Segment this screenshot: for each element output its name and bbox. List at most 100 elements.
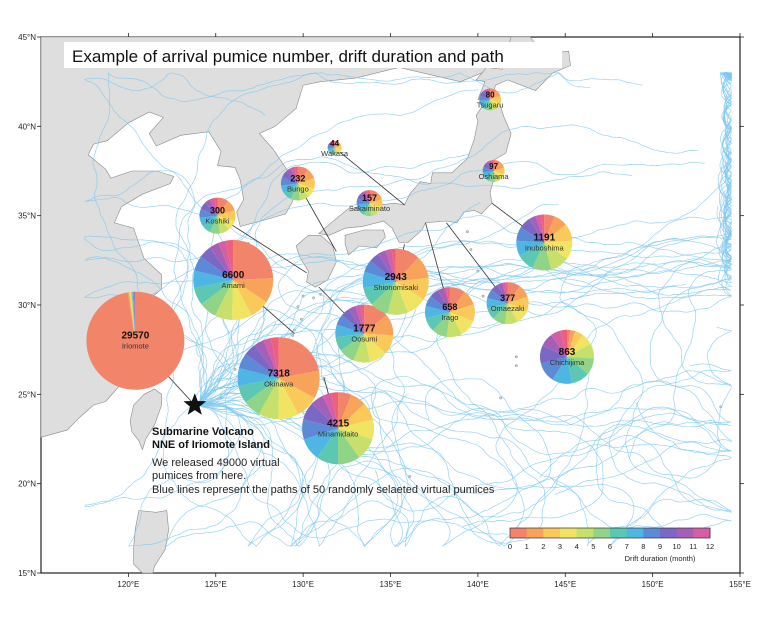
lon-label: 130°E <box>292 580 314 589</box>
colorbar-segment <box>510 528 527 538</box>
pie-location-name: Bungo <box>287 185 309 194</box>
pie-count: 80 <box>486 91 495 100</box>
pie-location-name: Iriomote <box>122 342 149 351</box>
islet <box>312 297 314 299</box>
pie-count: 1191 <box>533 233 555 244</box>
pie-count: 44 <box>330 139 339 148</box>
colorbar-tick: 8 <box>641 542 645 551</box>
islet <box>470 248 472 250</box>
colorbar-segment <box>677 528 694 538</box>
colorbar-segment <box>660 528 677 538</box>
colorbar-tick: 5 <box>591 542 595 551</box>
colorbar-tick: 7 <box>625 542 629 551</box>
pie-count: 6600 <box>222 270 245 281</box>
colorbar-tick: 6 <box>608 542 612 551</box>
volcano-name-line2: NNE of Iriomote Island <box>152 439 270 451</box>
pie-count: 4215 <box>327 418 350 429</box>
pie-count: 97 <box>489 162 498 171</box>
pie-count: 863 <box>559 347 576 358</box>
lat-label: 35°N <box>18 212 36 221</box>
pie-location-name: Irago <box>441 313 458 322</box>
colorbar-segment <box>577 528 594 538</box>
pie-location-name: Sakaiminato <box>349 204 390 213</box>
lon-label: 135°E <box>380 580 402 589</box>
pie-location-name: Oosumi <box>351 335 377 344</box>
colorbar-segment <box>560 528 577 538</box>
colorbar-segment <box>593 528 610 538</box>
pie-location-name: Amami <box>222 281 246 290</box>
colorbar-tick: 3 <box>558 542 562 551</box>
pie-location-name: Shionomisaki <box>373 283 418 292</box>
colorbar-tick: 0 <box>508 542 512 551</box>
lon-label: 150°E <box>642 580 664 589</box>
lon-label: 125°E <box>205 580 227 589</box>
colorbar-tick: 12 <box>706 542 714 551</box>
colorbar-segment <box>610 528 627 538</box>
islet <box>515 365 517 367</box>
colorbar-segment <box>693 528 710 538</box>
lat-label: 30°N <box>18 301 36 310</box>
pie-count: 1777 <box>353 324 376 335</box>
pie-count: 232 <box>290 174 305 184</box>
colorbar-segment <box>527 528 544 538</box>
pie-count: 658 <box>442 302 457 312</box>
pie-count: 300 <box>210 206 225 216</box>
pie-count: 157 <box>362 193 377 203</box>
colorbar-segment <box>543 528 560 538</box>
colorbar-tick: 4 <box>575 542 579 551</box>
lat-label: 25°N <box>18 390 36 399</box>
islet <box>291 334 293 336</box>
colorbar-segment <box>643 528 660 538</box>
islet <box>482 295 484 297</box>
pie-location-name: Minamidaito <box>318 429 358 438</box>
islet <box>466 231 468 233</box>
colorbar-tick: 11 <box>689 542 697 551</box>
lat-label: 40°N <box>18 122 36 131</box>
lat-label: 15°N <box>18 569 36 578</box>
lon-label: 145°E <box>554 580 576 589</box>
pie-location-name: Inuboshima <box>525 244 565 253</box>
volcano-desc-line2: pumices from here. <box>152 470 246 482</box>
pie-count: 7318 <box>268 368 291 379</box>
pie-location-name: Oshiama <box>479 172 510 181</box>
colorbar-tick: 9 <box>658 542 662 551</box>
pie-count: 29570 <box>121 331 149 342</box>
pie-location-name: Okinawa <box>264 379 294 388</box>
colorbar-segment <box>627 528 644 538</box>
colorbar-tick: 2 <box>541 542 545 551</box>
colorbar-label: Drift duration (month) <box>625 554 696 563</box>
pie-count: 377 <box>500 293 515 303</box>
pie-location-name: Omaezaki <box>491 304 525 313</box>
lat-label: 45°N <box>18 33 36 42</box>
colorbar-tick: 1 <box>525 542 529 551</box>
islet <box>515 356 517 358</box>
volcano-desc-line3: Blue lines represent the paths of 50 ran… <box>152 484 495 496</box>
pie-count: 2943 <box>385 272 408 283</box>
pie-location-name: Koshiki <box>205 217 230 226</box>
lat-label: 20°N <box>18 480 36 489</box>
lon-label: 120°E <box>117 580 139 589</box>
volcano-name-line1: Submarine Volcano <box>152 426 254 438</box>
lon-label: 155°E <box>729 580 751 589</box>
pie-location-name: Chichijima <box>550 358 585 367</box>
colorbar-tick: 10 <box>673 542 681 551</box>
volcano-desc-line1: We released 49000 virtual <box>152 457 280 469</box>
islet <box>499 397 501 399</box>
map-title: Example of arrival pumice number, drift … <box>72 47 504 66</box>
lon-label: 140°E <box>467 580 489 589</box>
pie-location-name: Tsugaru <box>477 101 504 110</box>
pie-location-name: Wakasa <box>321 149 349 158</box>
